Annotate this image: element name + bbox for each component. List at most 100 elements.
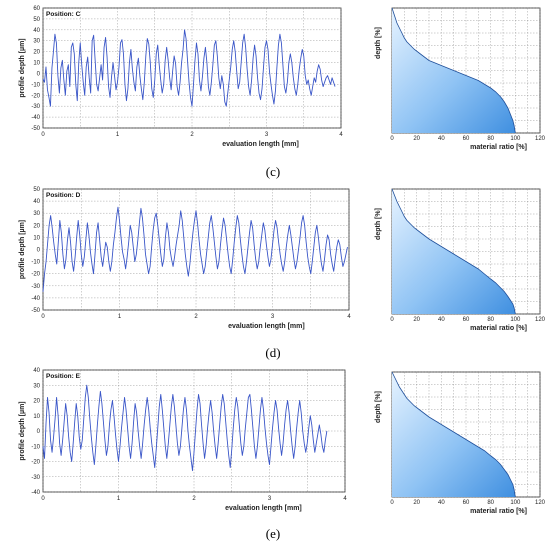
x-tick-label: 40 — [438, 317, 445, 323]
x-tick-label: 1 — [116, 132, 120, 138]
x-axis-label: material ratio [%] — [470, 508, 527, 515]
position-label: Position: D — [46, 192, 81, 199]
material-ratio-curve — [391, 371, 516, 498]
y-tick-label: -20 — [31, 93, 40, 99]
y-tick-label: 30 — [33, 211, 40, 217]
x-tick-label: 40 — [438, 136, 445, 142]
y-tick-label: -20 — [31, 460, 40, 466]
y-tick-label: 60 — [33, 6, 40, 12]
y-tick-label: 0 — [37, 429, 41, 435]
material-ratio-area — [392, 372, 516, 497]
profile-series-line — [42, 384, 328, 472]
x-tick-label: 20 — [413, 317, 420, 323]
y-tick-label: 0 — [37, 71, 41, 77]
x-tick-label: 2 — [190, 132, 194, 138]
x-tick-label: 1 — [117, 496, 121, 502]
material-ratio-chart-e: 0 20 40 60 80 100 120 material ratio [%] depth [… — [375, 371, 546, 515]
x-tick-label: 100 — [510, 317, 521, 323]
y-tick-label: 40 — [33, 368, 40, 374]
y-tick-label: -50 — [31, 126, 40, 132]
x-tick-label: 3 — [265, 132, 269, 138]
y-axis-label: depth [%] — [375, 27, 382, 59]
x-tick-label: 80 — [487, 500, 494, 506]
y-axis-label: profile depth [µm] — [19, 38, 26, 97]
y-tick-label: 10 — [33, 61, 40, 67]
y-tick-label: -30 — [31, 475, 40, 481]
x-tick-label: 80 — [487, 136, 494, 142]
y-axis-label: profile depth [µm] — [19, 401, 26, 460]
y-tick-label: 20 — [33, 399, 40, 405]
y-tick-label: 30 — [33, 39, 40, 45]
material-ratio-chart-c: 0 20 40 60 80 100 120 material ratio [%] depth [… — [375, 7, 546, 151]
material-ratio-curve — [391, 188, 516, 315]
y-tick-label: 30 — [33, 383, 40, 389]
y-tick-label: 0 — [37, 248, 41, 254]
y-tick-label: 50 — [33, 17, 40, 23]
y-tick-label: 40 — [33, 28, 40, 34]
x-tick-label: 120 — [535, 136, 546, 142]
y-tick-label: -10 — [31, 260, 40, 266]
x-tick-label: 1 — [118, 314, 122, 320]
x-tick-label: 4 — [347, 314, 351, 320]
x-tick-label: 2 — [194, 314, 198, 320]
y-tick-label: 40 — [33, 199, 40, 205]
x-tick-label: 2 — [192, 496, 196, 502]
x-tick-label: 0 — [390, 136, 394, 142]
caption-c: (c) — [266, 164, 280, 179]
x-tick-label: 4 — [339, 132, 343, 138]
profile-series-line — [42, 29, 336, 107]
material-ratio-chart-d: 0 20 40 60 80 100 120 material ratio [%] depth [… — [375, 188, 546, 332]
position-label: Position: C — [46, 11, 81, 18]
x-tick-label: 40 — [438, 500, 445, 506]
x-axis-label: evaluation length [mm] — [225, 505, 302, 512]
caption-e: (e) — [266, 526, 280, 541]
x-tick-label: 100 — [510, 500, 521, 506]
x-tick-label: 60 — [463, 500, 470, 506]
y-tick-label: -10 — [31, 444, 40, 450]
y-tick-label: -10 — [31, 82, 40, 88]
x-tick-label: 3 — [271, 314, 275, 320]
x-axis-label: evaluation length [mm] — [228, 323, 305, 330]
x-tick-label: 120 — [535, 500, 546, 506]
profile-series-line — [42, 206, 348, 292]
x-tick-label: 4 — [343, 496, 347, 502]
y-tick-label: -20 — [31, 272, 40, 278]
x-tick-label: 80 — [487, 317, 494, 323]
x-tick-label: 3 — [268, 496, 272, 502]
y-tick-label: 50 — [33, 187, 40, 193]
x-tick-label: 120 — [535, 317, 546, 323]
y-axis-label: depth [%] — [375, 391, 382, 423]
x-axis-label: evaluation length [mm] — [222, 141, 299, 148]
material-ratio-area — [392, 189, 516, 314]
y-tick-label: -40 — [31, 490, 40, 496]
y-tick-label: -50 — [31, 308, 40, 314]
x-tick-label: 0 — [41, 314, 45, 320]
y-tick-label: -30 — [31, 284, 40, 290]
y-tick-label: 10 — [33, 414, 40, 420]
x-tick-label: 60 — [463, 317, 470, 323]
x-tick-label: 20 — [413, 500, 420, 506]
position-label: Position: E — [46, 373, 81, 380]
x-tick-label: 0 — [390, 500, 394, 506]
material-ratio-curve — [391, 7, 516, 134]
caption-d: (d) — [265, 345, 280, 360]
x-tick-label: 60 — [463, 136, 470, 142]
y-tick-label: -30 — [31, 104, 40, 110]
x-tick-label: 0 — [390, 317, 394, 323]
x-axis-label: material ratio [%] — [470, 144, 527, 151]
y-axis-label: depth [%] — [375, 208, 382, 240]
x-tick-label: 0 — [41, 132, 45, 138]
y-tick-label: 20 — [33, 223, 40, 229]
x-tick-label: 20 — [413, 136, 420, 142]
x-tick-label: 0 — [41, 496, 45, 502]
x-tick-label: 100 — [510, 136, 521, 142]
y-tick-label: 10 — [33, 235, 40, 241]
y-tick-label: -40 — [31, 115, 40, 121]
